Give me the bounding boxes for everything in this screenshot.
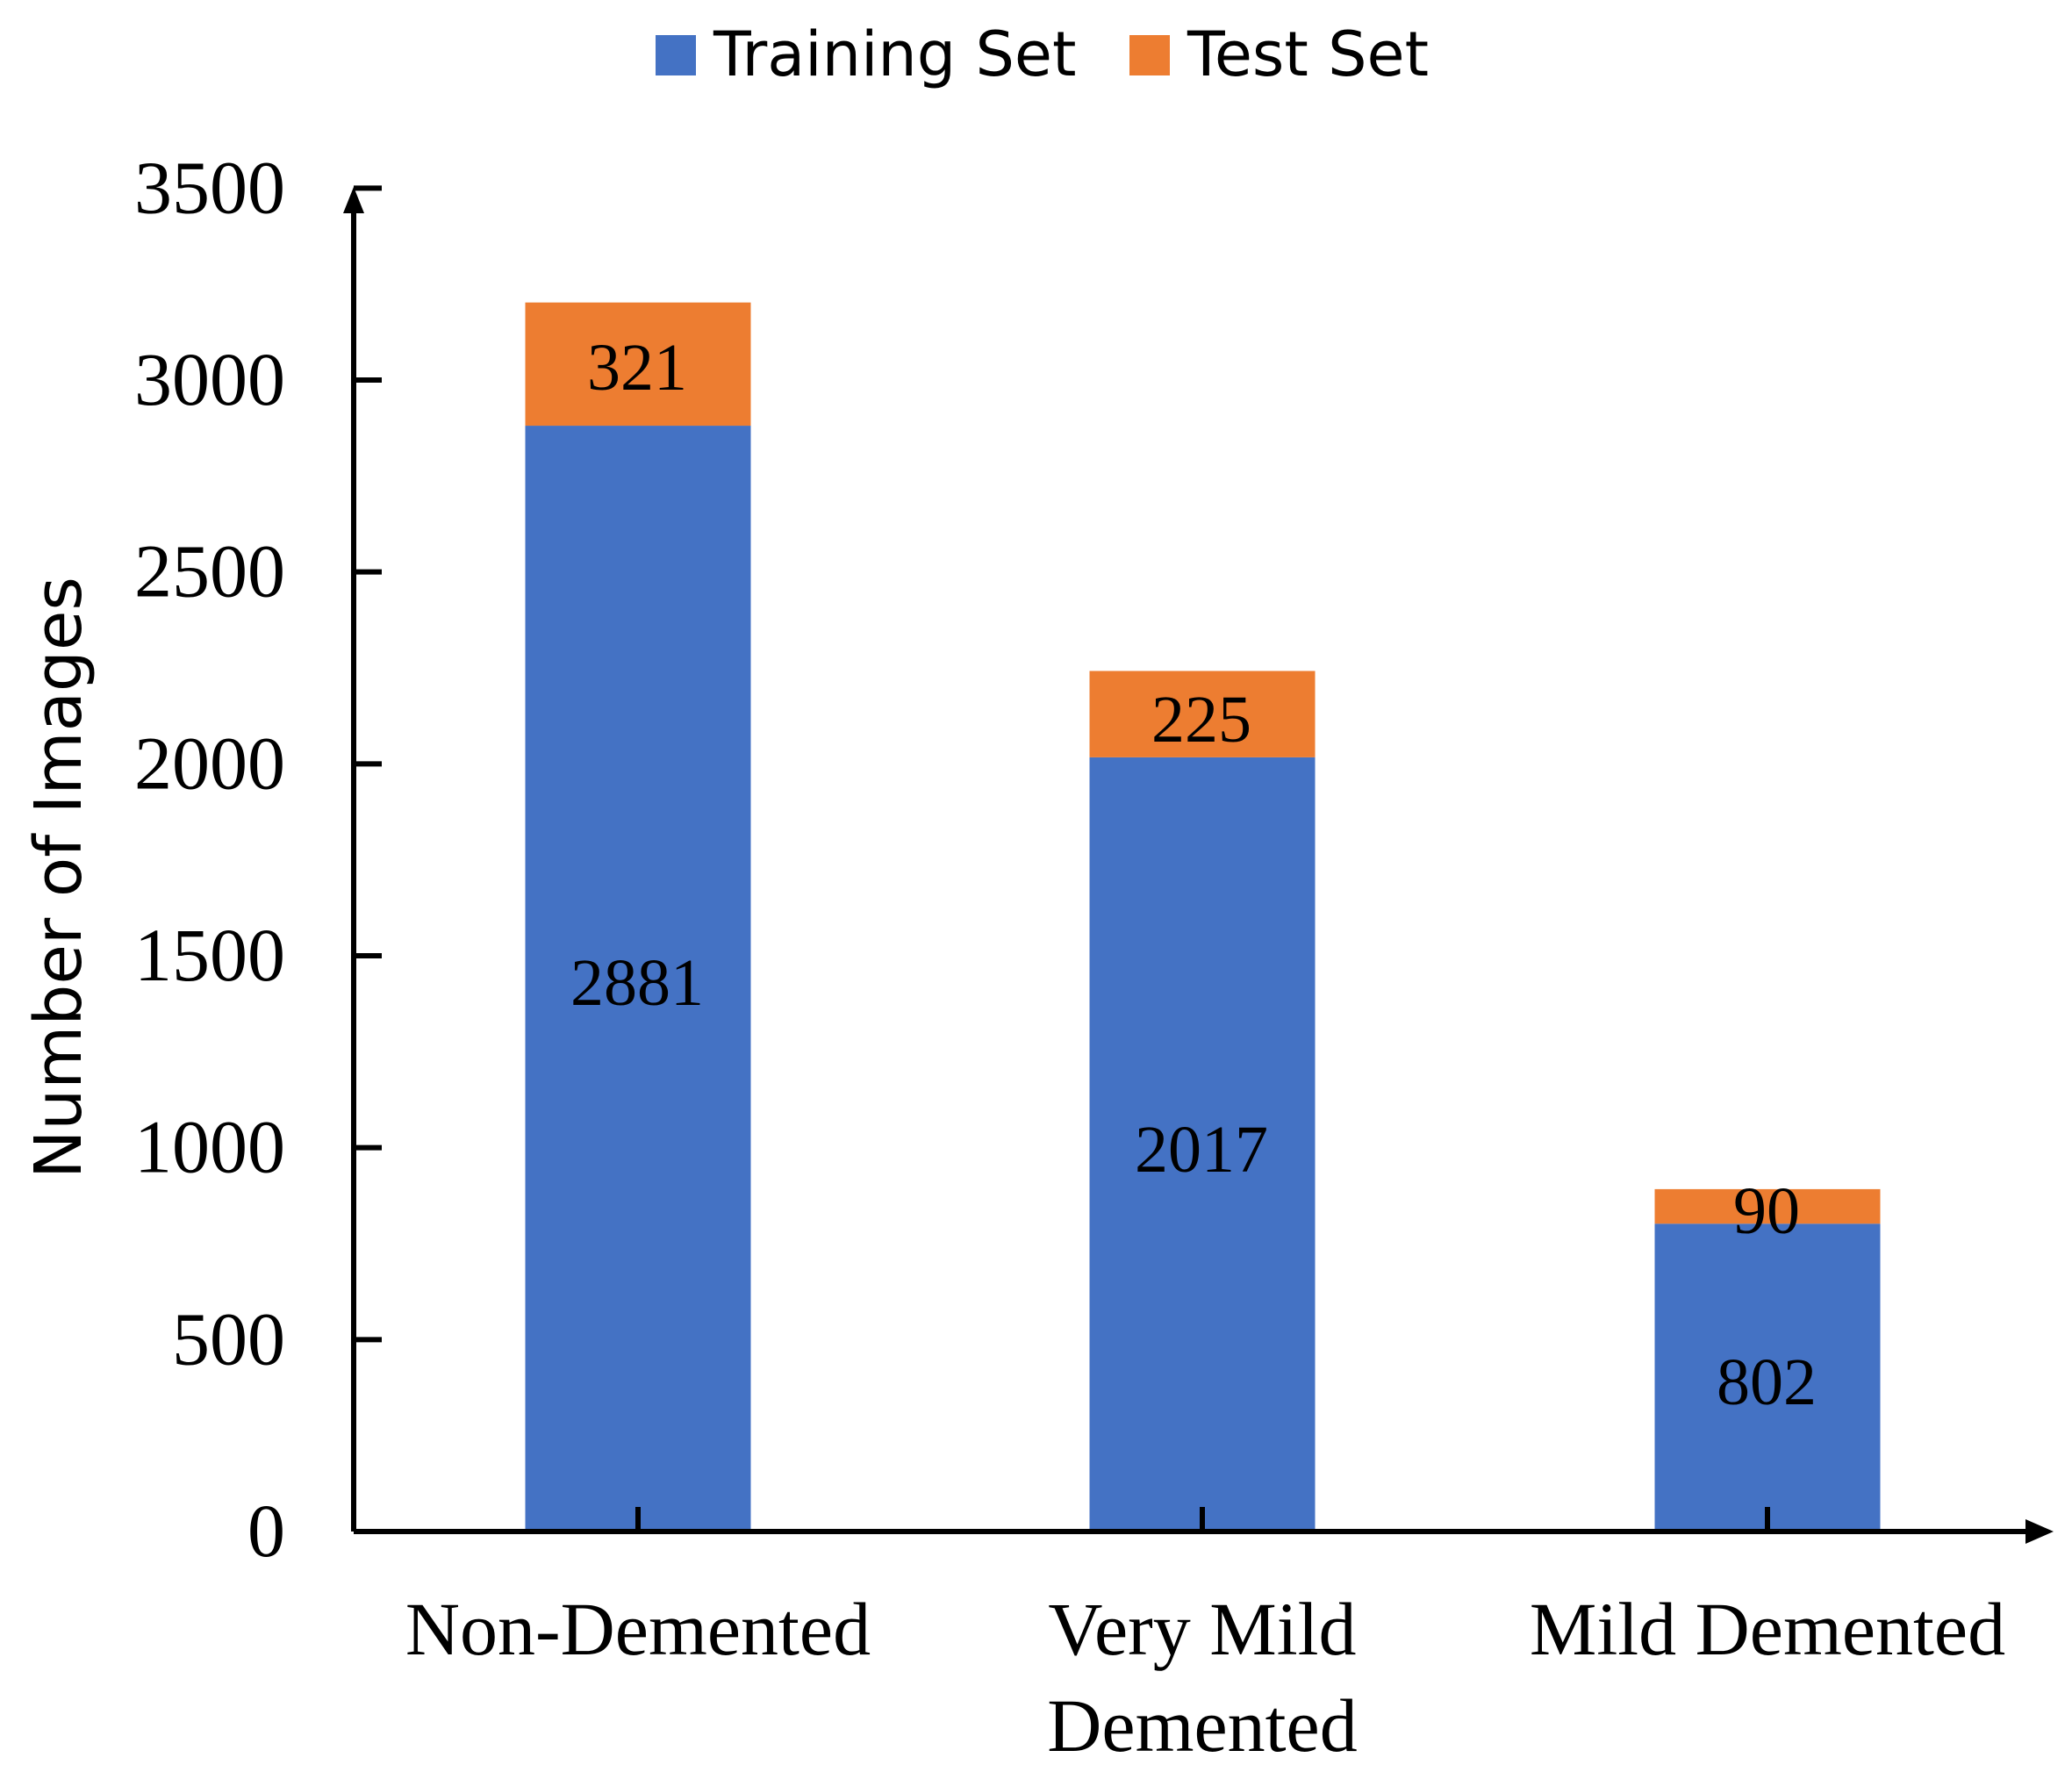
y-tick-label-3500: 3500 [134, 145, 285, 229]
y-tick-label-500: 500 [172, 1296, 285, 1381]
value-label-0-1: 2017 [1135, 1113, 1268, 1187]
y-tick-label-1000: 1000 [134, 1105, 285, 1189]
bar-0-1 [1089, 757, 1316, 1532]
bars: 2881 321 2017 225 802 90 [525, 302, 1881, 1532]
x-category-label-1-line-1: Demented [1047, 1683, 1357, 1768]
y-tick-label-2500: 2500 [134, 529, 285, 613]
legend-swatch-0 [656, 35, 696, 75]
value-label-0-2: 802 [1717, 1345, 1817, 1419]
y-tick-label-0: 0 [247, 1489, 285, 1573]
bar-1-1 [1089, 671, 1316, 757]
y-axis-arrow [343, 187, 364, 213]
bar-1-0 [525, 302, 751, 427]
y-axis-ticks: 0 500 1000 1500 2000 2500 3000 3500 [134, 145, 382, 1573]
x-axis-arrow [2025, 1519, 2054, 1544]
legend-label-0: Training Set [713, 18, 1076, 90]
y-axis-label: Number of Images [21, 577, 97, 1179]
y-tick-label-2000: 2000 [134, 721, 285, 805]
bar-0-0 [525, 426, 751, 1532]
y-tick-label-1500: 1500 [134, 913, 285, 997]
axes [343, 187, 2054, 1544]
y-tick-label-3000: 3000 [134, 337, 285, 421]
value-label-1-0: 321 [587, 331, 687, 405]
bar-1-2 [1654, 1188, 1881, 1224]
legend-swatch-1 [1129, 35, 1170, 75]
x-category-label-0-line-0: Non-Demented [405, 1587, 871, 1671]
value-label-0-0: 2881 [570, 946, 704, 1020]
x-category-label-2-line-0: Mild Demented [1530, 1587, 2005, 1671]
legend-label-1: Test Set [1187, 18, 1429, 90]
x-category-label-1-line-0: Very Mild [1048, 1587, 1356, 1671]
legend: Training Set Test Set [656, 18, 1429, 90]
bar-0-2 [1654, 1223, 1881, 1532]
value-label-1-1: 225 [1151, 683, 1251, 757]
x-axis-labels: Non-Demented Very Mild Demented Mild Dement… [405, 1587, 2005, 1768]
value-label-1-2: 90 [1733, 1174, 1800, 1248]
